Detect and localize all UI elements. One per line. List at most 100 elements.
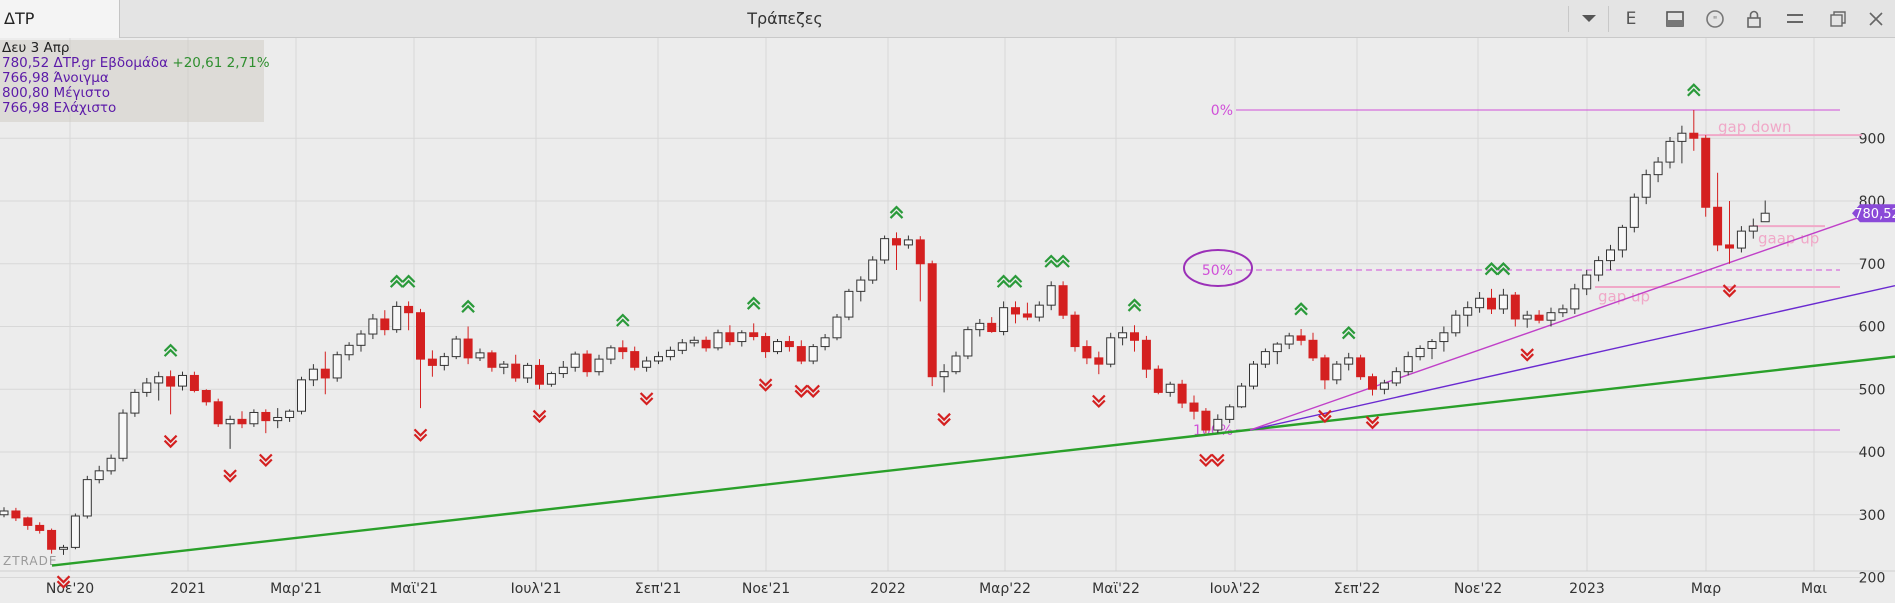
candle-up: [1284, 335, 1294, 345]
candle-down: [1534, 314, 1544, 321]
candle-up: [606, 347, 616, 360]
candle-up: [499, 363, 509, 368]
chart-title: Τράπεζες: [747, 9, 823, 28]
down-arrow-marker: [413, 428, 428, 442]
candle-up: [856, 279, 866, 292]
candle-up: [1249, 363, 1258, 387]
candle-up: [1748, 225, 1758, 232]
restore-window-icon[interactable]: [1819, 0, 1857, 38]
info-last: 780,52: [2, 55, 50, 71]
candle-up: [1427, 341, 1437, 349]
x-tick-label: Μαρ'21: [270, 581, 322, 597]
toolbar-divider: [1608, 6, 1609, 32]
candle-up: [1594, 260, 1604, 276]
candle-down: [1177, 383, 1187, 404]
up-arrow-marker: [746, 296, 761, 310]
candle-down: [261, 411, 271, 422]
candle-down: [213, 401, 223, 425]
info-high-row: 800,80 Μέγιστο: [2, 86, 264, 101]
candle-down: [47, 529, 57, 550]
candle-up: [308, 368, 318, 381]
candle-down: [1296, 335, 1306, 341]
x-tick-label: Μαρ: [1691, 581, 1721, 597]
close-icon[interactable]: [1857, 0, 1895, 38]
candle-up: [178, 374, 187, 387]
up-arrow-marker: [1056, 254, 1070, 268]
candle-down: [1082, 346, 1092, 359]
candle-up: [344, 344, 354, 356]
up-arrow-marker: [1341, 326, 1356, 340]
candle-up: [570, 353, 580, 368]
candle-up: [665, 349, 675, 358]
gap-annotation: gap up: [1598, 287, 1650, 305]
candle-down: [487, 352, 497, 368]
up-arrow-marker: [1484, 261, 1499, 276]
candle-down: [511, 363, 521, 379]
candle-down: [1356, 357, 1366, 378]
candle-up: [868, 259, 878, 281]
up-arrow-marker: [389, 274, 404, 288]
candle-up: [1415, 347, 1425, 358]
candle-down: [237, 418, 247, 425]
candle-up: [951, 355, 961, 373]
symbol-tab[interactable]: ΔΤΡ: [0, 0, 120, 38]
candle-down: [1189, 402, 1199, 412]
candle-down: [1070, 314, 1080, 348]
candle-up: [1677, 132, 1687, 142]
candle-up: [70, 515, 80, 548]
candle-down: [1308, 339, 1318, 359]
window-icon[interactable]: [1656, 0, 1694, 38]
candle-down: [166, 376, 176, 387]
magenta-trendline: [1249, 212, 1871, 431]
candle-up: [106, 457, 116, 472]
down-arrow-marker: [532, 409, 547, 424]
candle-up: [1546, 312, 1556, 321]
candle-down: [582, 353, 592, 373]
candle-up: [654, 356, 663, 362]
candle-down: [427, 358, 437, 366]
info-panel: Δευ 3 Απρ 780,52 ΔTP.gr Εβδομάδα +20,61 …: [0, 40, 270, 122]
gap-annotation: gap down: [1718, 118, 1791, 136]
up-arrow-marker: [163, 343, 178, 357]
candle-up: [1379, 382, 1389, 390]
info-open: 766,98: [2, 70, 50, 86]
candle-up: [439, 356, 449, 366]
candle-up: [1213, 418, 1223, 431]
candle-down: [630, 351, 640, 368]
candle-up: [1570, 288, 1580, 310]
x-tick-label: 2023: [1569, 581, 1605, 597]
candle-up: [1046, 285, 1056, 306]
down-arrow-marker: [1520, 348, 1534, 362]
x-tick-label: Ιουλ'22: [1210, 581, 1261, 597]
candle-up: [1237, 385, 1247, 408]
candle-up: [903, 239, 913, 246]
up-arrow-marker: [616, 313, 630, 327]
candle-down: [915, 239, 925, 265]
candle-up: [1475, 297, 1485, 309]
menu-icon[interactable]: [1776, 0, 1814, 38]
candle-up: [1629, 196, 1639, 228]
quote-icon[interactable]: ": [1696, 0, 1734, 38]
e-button[interactable]: E: [1625, 9, 1637, 29]
candle-up: [1498, 294, 1508, 310]
down-arrow-marker: [639, 392, 654, 406]
candle-up: [820, 337, 830, 348]
down-arrow-marker: [259, 453, 273, 468]
lock-icon[interactable]: [1735, 0, 1773, 38]
candle-up: [1260, 351, 1270, 365]
down-arrow-marker: [163, 434, 178, 449]
candle-down: [749, 332, 759, 338]
x-tick-label: Σεπ'22: [1334, 581, 1381, 597]
chevron-down-icon[interactable]: [1570, 0, 1608, 38]
info-change-pct: 2,71%: [226, 55, 270, 71]
candle-up: [1736, 230, 1746, 249]
x-tick-label: Νοε'20: [46, 581, 94, 597]
candle-down: [189, 374, 199, 392]
candle-up: [1558, 308, 1568, 314]
candle-up: [1225, 406, 1235, 420]
info-source: ΔTP.gr Εβδομάδα: [53, 55, 169, 71]
info-change: +20,61: [172, 55, 223, 71]
candle-down: [1130, 332, 1139, 341]
candle-up: [130, 391, 140, 414]
